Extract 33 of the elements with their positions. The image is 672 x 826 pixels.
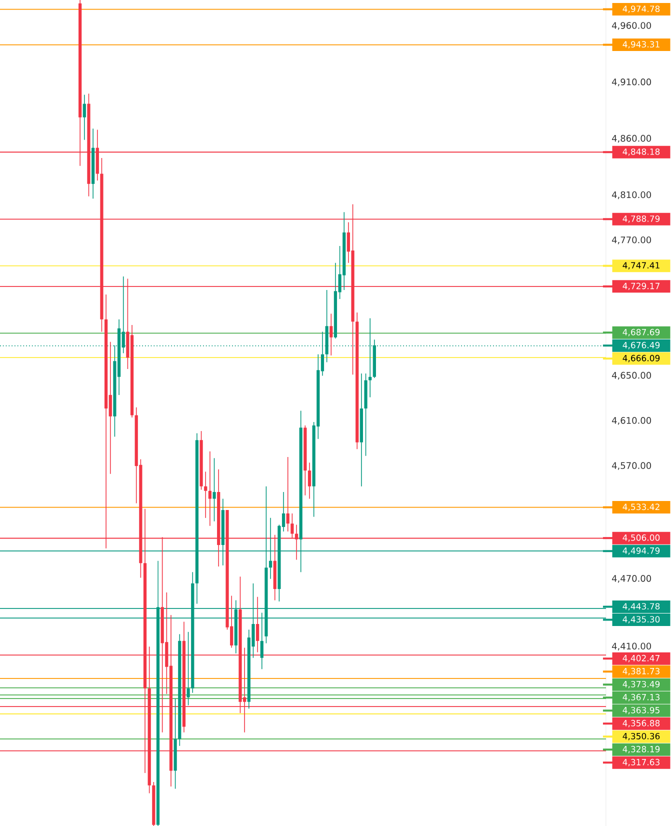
ref-line-label: 4,317.63	[622, 758, 660, 766]
ref-line-label: 4,328.19	[622, 746, 660, 754]
ref-line-label: 4,494.79	[622, 547, 660, 555]
y-tick-label: 4,860.00	[612, 134, 652, 143]
ref-line-label: 4,788.79	[622, 215, 660, 223]
y-tick-label: 4,770.00	[612, 236, 652, 244]
ref-line-label: 4,666.09	[622, 354, 660, 362]
ref-line-label: 4,974.78	[622, 6, 660, 13]
y-tick-label: 4,570.00	[612, 462, 652, 470]
ref-line-label: 4,350.36	[622, 732, 660, 740]
ref-line-label: 4,373.49	[622, 680, 660, 688]
ref-line-label: 4,747.41	[622, 262, 660, 270]
ref-line-label: 4,363.95	[622, 706, 660, 714]
y-tick-label: 4,650.00	[612, 372, 652, 380]
ref-line-label: 4,729.17	[622, 282, 660, 290]
ref-line-label: 4,506.00	[622, 534, 660, 542]
y-tick-label: 4,810.00	[612, 191, 652, 200]
ref-line-label: 4,381.73	[622, 668, 660, 676]
y-tick-label: 4,410.00	[612, 642, 652, 650]
y-tick-label: 4,610.00	[612, 417, 652, 425]
ref-line-label: 4,687.69	[622, 328, 660, 336]
ref-line-label: 4,848.18	[622, 148, 660, 156]
y-tick-label: 4,910.00	[612, 78, 652, 86]
ref-line-label: 4,533.42	[622, 504, 660, 511]
ref-line-label: 4,676.49	[622, 342, 660, 350]
y-tick-label: 4,960.00	[612, 22, 652, 30]
ref-line-label: 4,367.13	[622, 694, 660, 702]
ref-line-label: 4,402.47	[622, 654, 660, 662]
ref-line-label: 4,356.88	[622, 720, 660, 728]
ref-line-label: 4,435.30	[622, 616, 660, 624]
ref-line-label: 4,943.31	[622, 41, 660, 48]
y-tick-label: 4,470.00	[612, 575, 652, 583]
ref-line-label: 4,443.78	[622, 603, 660, 610]
